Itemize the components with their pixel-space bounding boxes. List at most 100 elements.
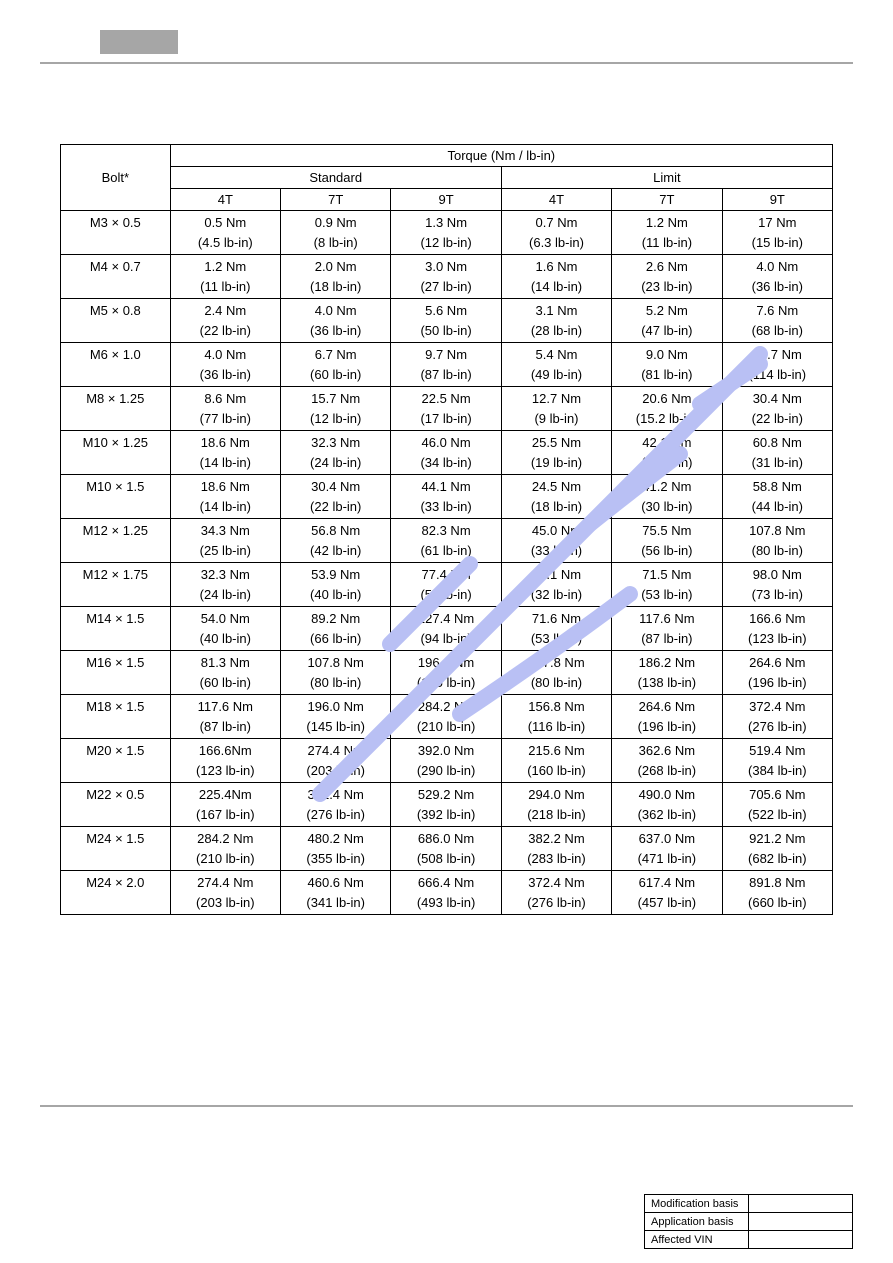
table-row: M16 × 1.581.3 Nm(60 lb-in)107.8 Nm(80 lb… <box>61 651 833 695</box>
value-cell: 60.8 Nm(31 lb-in) <box>722 431 832 475</box>
col-9t-lim: 9T <box>722 189 832 211</box>
value-cell: 196.0 Nm(145 lb-in) <box>281 695 391 739</box>
value-cell: 0.7 Nm(6.3 lb-in) <box>501 211 611 255</box>
value-cell: 4.0 Nm(36 lb-in) <box>722 255 832 299</box>
table-row: M10 × 1.2518.6 Nm(14 lb-in)32.3 Nm(24 lb… <box>61 431 833 475</box>
legend-app-val <box>749 1213 853 1231</box>
bolt-cell: M18 × 1.5 <box>61 695 171 739</box>
page-header <box>40 30 853 58</box>
bolt-cell: M10 × 1.25 <box>61 431 171 475</box>
value-cell: 891.8 Nm(660 lb-in) <box>722 871 832 915</box>
value-cell: 490.0 Nm(362 lb-in) <box>612 783 722 827</box>
value-cell: 32.3 Nm(24 lb-in) <box>170 563 280 607</box>
value-cell: 166.6Nm(123 lb-in) <box>170 739 280 783</box>
bolt-cell: M22 × 0.5 <box>61 783 171 827</box>
value-cell: 460.6 Nm(341 lb-in) <box>281 871 391 915</box>
value-cell: 107.8 Nm(80 lb-in) <box>281 651 391 695</box>
units-header: Torque (Nm / lb-in) <box>170 145 832 167</box>
bolt-cell: M3 × 0.5 <box>61 211 171 255</box>
value-cell: 392.0 Nm(290 lb-in) <box>391 739 501 783</box>
table-row: M12 × 1.2534.3 Nm(25 lb-in)56.8 Nm(42 lb… <box>61 519 833 563</box>
value-cell: 71.6 Nm(53 lb-in) <box>501 607 611 651</box>
value-cell: 53.9 Nm(40 lb-in) <box>281 563 391 607</box>
legend-vin-val <box>749 1231 853 1249</box>
value-cell: 362.6 Nm(268 lb-in) <box>612 739 722 783</box>
legend-table: Modification basis Application basis Aff… <box>644 1194 853 1249</box>
table-row: M18 × 1.5117.6 Nm(87 lb-in)196.0 Nm(145 … <box>61 695 833 739</box>
torque-table: Bolt* Torque (Nm / lb-in) Standard Limit… <box>60 144 833 915</box>
value-cell: 43.1 Nm(32 lb-in) <box>501 563 611 607</box>
value-cell: 5.6 Nm(50 lb-in) <box>391 299 501 343</box>
value-cell: 264.6 Nm(196 lb-in) <box>722 651 832 695</box>
value-cell: 18.6 Nm(14 lb-in) <box>170 475 280 519</box>
bolt-cell: M8 × 1.25 <box>61 387 171 431</box>
header-grey-block <box>100 30 178 54</box>
value-cell: 89.2 Nm(66 lb-in) <box>281 607 391 651</box>
value-cell: 82.3 Nm(61 lb-in) <box>391 519 501 563</box>
value-cell: 42.1 Nm(31 lb-in) <box>612 431 722 475</box>
bolt-cell: M12 × 1.75 <box>61 563 171 607</box>
value-cell: 215.6 Nm(160 lb-in) <box>501 739 611 783</box>
value-cell: 45.0 Nm(33 lb-in) <box>501 519 611 563</box>
value-cell: 107.8 Nm(80 lb-in) <box>501 651 611 695</box>
col-9t-std: 9T <box>391 189 501 211</box>
value-cell: 117.6 Nm(87 lb-in) <box>612 607 722 651</box>
bolt-cell: M24 × 1.5 <box>61 827 171 871</box>
value-cell: 20.6 Nm(15.2 lb-in) <box>612 387 722 431</box>
legend-mod-val <box>749 1195 853 1213</box>
bolt-cell: M5 × 0.8 <box>61 299 171 343</box>
value-cell: 637.0 Nm(471 lb-in) <box>612 827 722 871</box>
value-cell: 1.3 Nm(12 lb-in) <box>391 211 501 255</box>
value-cell: 71.5 Nm(53 lb-in) <box>612 563 722 607</box>
value-cell: 264.6 Nm(196 lb-in) <box>612 695 722 739</box>
value-cell: 186.2 Nm(138 lb-in) <box>612 651 722 695</box>
value-cell: 2.4 Nm(22 lb-in) <box>170 299 280 343</box>
value-cell: 7.6 Nm(68 lb-in) <box>722 299 832 343</box>
table-row: M24 × 1.5284.2 Nm(210 lb-in)480.2 Nm(355… <box>61 827 833 871</box>
value-cell: 382.2 Nm(283 lb-in) <box>501 827 611 871</box>
value-cell: 9.7 Nm(87 lb-in) <box>391 343 501 387</box>
bolt-header: Bolt* <box>61 145 171 211</box>
value-cell: 30.4 Nm(22 lb-in) <box>722 387 832 431</box>
value-cell: 686.0 Nm(508 lb-in) <box>391 827 501 871</box>
table-row: M4 × 0.71.2 Nm(11 lb-in)2.0 Nm(18 lb-in)… <box>61 255 833 299</box>
value-cell: 2.6 Nm(23 lb-in) <box>612 255 722 299</box>
table-row: M8 × 1.258.6 Nm(77 lb-in)15.7 Nm(12 lb-i… <box>61 387 833 431</box>
value-cell: 666.4 Nm(493 lb-in) <box>391 871 501 915</box>
table-row: M6 × 1.04.0 Nm(36 lb-in)6.7 Nm(60 lb-in)… <box>61 343 833 387</box>
value-cell: 372.4 Nm(276 lb-in) <box>722 695 832 739</box>
value-cell: 705.6 Nm(522 lb-in) <box>722 783 832 827</box>
value-cell: 3.1 Nm(28 lb-in) <box>501 299 611 343</box>
table-row: M20 × 1.5166.6Nm(123 lb-in)274.4 Nm(203 … <box>61 739 833 783</box>
table-head: Bolt* Torque (Nm / lb-in) Standard Limit… <box>61 145 833 211</box>
col-4t-lim: 4T <box>501 189 611 211</box>
value-cell: 284.2 Nm(210 lb-in) <box>170 827 280 871</box>
value-cell: 25.5 Nm(19 lb-in) <box>501 431 611 475</box>
value-cell: 1.2 Nm(11 lb-in) <box>612 211 722 255</box>
value-cell: 5.4 Nm(49 lb-in) <box>501 343 611 387</box>
value-cell: 54.0 Nm(40 lb-in) <box>170 607 280 651</box>
value-cell: 1.2 Nm(11 lb-in) <box>170 255 280 299</box>
value-cell: 284.2 Nm(210 lb-in) <box>391 695 501 739</box>
value-cell: 529.2 Nm(392 lb-in) <box>391 783 501 827</box>
value-cell: 617.4 Nm(457 lb-in) <box>612 871 722 915</box>
value-cell: 127.4 Nm(94 lb-in) <box>391 607 501 651</box>
value-cell: 12.7 Nm(114 lb-in) <box>722 343 832 387</box>
value-cell: 1.6 Nm(14 lb-in) <box>501 255 611 299</box>
value-cell: 41.2 Nm(30 lb-in) <box>612 475 722 519</box>
legend-mod-basis: Modification basis <box>645 1195 749 1213</box>
value-cell: 98.0 Nm(73 lb-in) <box>722 563 832 607</box>
col-7t-std: 7T <box>281 189 391 211</box>
value-cell: 58.8 Nm(44 lb-in) <box>722 475 832 519</box>
table-body: M3 × 0.50.5 Nm(4.5 lb-in)0.9 Nm(8 lb-in)… <box>61 211 833 915</box>
col-7t-lim: 7T <box>612 189 722 211</box>
value-cell: 2.0 Nm(18 lb-in) <box>281 255 391 299</box>
value-cell: 8.6 Nm(77 lb-in) <box>170 387 280 431</box>
value-cell: 0.5 Nm(4.5 lb-in) <box>170 211 280 255</box>
value-cell: 15.7 Nm(12 lb-in) <box>281 387 391 431</box>
value-cell: 4.0 Nm(36 lb-in) <box>170 343 280 387</box>
value-cell: 274.4 Nm(203 lb-in) <box>170 871 280 915</box>
table-row: M10 × 1.518.6 Nm(14 lb-in)30.4 Nm(22 lb-… <box>61 475 833 519</box>
value-cell: 17 Nm(15 lb-in) <box>722 211 832 255</box>
value-cell: 77.4 Nm(57 lb-in) <box>391 563 501 607</box>
